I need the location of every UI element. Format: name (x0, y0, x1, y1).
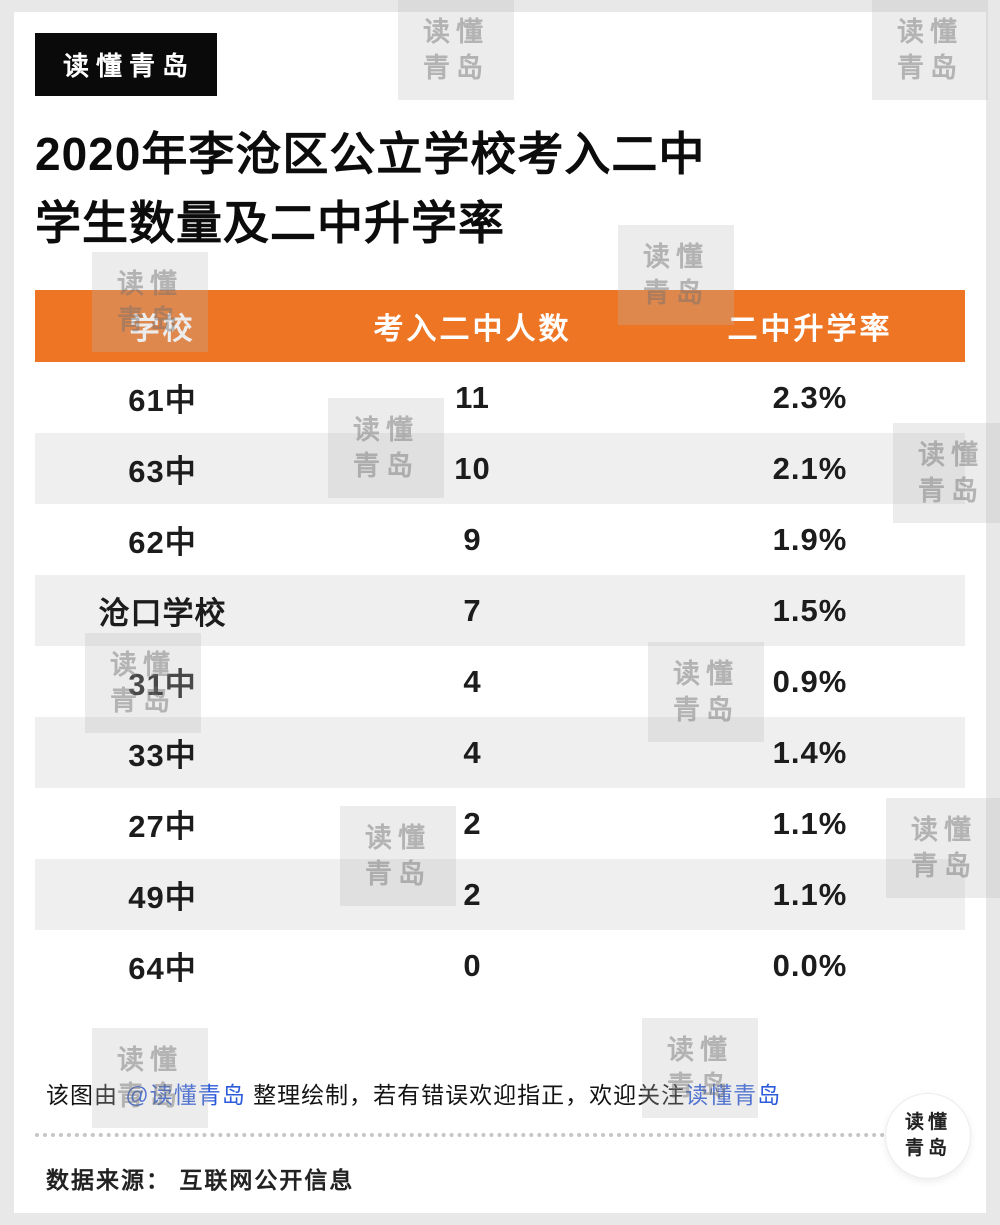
dotted-divider (35, 1132, 965, 1137)
table-row: 沧口学校 7 1.5% (35, 575, 965, 646)
logo-line-1: 读懂 (904, 1112, 951, 1134)
table-cell: 沧口学校 (98, 596, 227, 631)
table-row: 27中 2 1.1% (35, 788, 965, 859)
credit-brand: 读懂青岛 (685, 1082, 782, 1108)
table-row: 62中 9 1.9% (35, 504, 965, 575)
col-header-count: 考入二中人数 (290, 290, 655, 362)
table-cell: 61中 (128, 383, 197, 418)
table-cell: 2 (463, 876, 482, 912)
table-cell: 0.9% (772, 663, 848, 699)
table-cell: 1.1% (772, 805, 848, 841)
table-cell: 27中 (128, 809, 197, 844)
logo-line-2: 青岛 (904, 1138, 951, 1159)
table-cell: 0 (463, 947, 482, 983)
table-row: 63中 10 2.1% (35, 433, 965, 504)
credit-middle: 整理绘制，若有错误欢迎指正，欢迎关注 (245, 1082, 686, 1108)
brand-badge: 读懂青岛 (35, 33, 218, 96)
title-line-2: 学生数量及二中升学率 (35, 197, 505, 249)
table-cell: 1.5% (772, 592, 848, 628)
table-cell: 63中 (128, 454, 197, 489)
table-cell: 49中 (128, 880, 197, 915)
table-cell: 9 (463, 521, 482, 557)
data-table: 学校 考入二中人数 二中升学率 61中 11 2.3% 63中 10 2.1% 62中 9 1.… (35, 290, 965, 1001)
table-header-row: 学校 考入二中人数 二中升学率 (35, 290, 965, 362)
table-cell: 33中 (128, 738, 197, 773)
table-row: 31中 4 0.9% (35, 646, 965, 717)
table-cell: 0.0% (772, 947, 848, 983)
table-row: 61中 11 2.3% (35, 362, 965, 433)
brand-badge-label: 读懂青岛 (63, 52, 196, 81)
table-cell: 11 (455, 379, 490, 415)
table-cell: 1.4% (772, 734, 848, 770)
col-header-rate: 二中升学率 (655, 290, 965, 362)
table-cell: 62中 (128, 525, 197, 560)
table-cell: 4 (463, 734, 482, 770)
table-cell: 7 (463, 592, 482, 628)
table-row: 33中 4 1.4% (35, 717, 965, 788)
brand-logo-seal: 读懂 青岛 (885, 1093, 971, 1179)
page-title: 2020年李沧区公立学校考入二中 学生数量及二中升学率 (35, 120, 965, 258)
credit-prefix: 该图由 (46, 1082, 126, 1108)
table-cell: 2.1% (772, 450, 848, 486)
table-cell: 10 (454, 450, 491, 486)
content-area: 读懂青岛 2020年李沧区公立学校考入二中 学生数量及二中升学率 学校 考入二中… (14, 12, 986, 1213)
title-line-1: 2020年李沧区公立学校考入二中 (35, 128, 706, 180)
credit-line: 该图由 @读懂青岛 整理绘制，若有错误欢迎指正，欢迎关注读懂青岛 (46, 1081, 965, 1111)
table-cell: 1.1% (772, 876, 848, 912)
table-cell: 31中 (128, 667, 197, 702)
table-row: 64中 0 0.0% (35, 930, 965, 1001)
table-cell: 2 (463, 805, 482, 841)
credit-handle: @读懂青岛 (125, 1082, 246, 1108)
col-header-school: 学校 (35, 290, 290, 362)
data-source: 数据来源： 互联网公开信息 (46, 1166, 355, 1193)
table-cell: 64中 (128, 951, 197, 986)
table-cell: 2.3% (772, 379, 848, 415)
table-cell: 1.9% (772, 521, 848, 557)
table-row: 49中 2 1.1% (35, 859, 965, 930)
table-body: 61中 11 2.3% 63中 10 2.1% 62中 9 1.9% 沧口学校 7 1.5% 31中 4 0… (35, 362, 965, 1001)
table-cell: 4 (463, 663, 482, 699)
